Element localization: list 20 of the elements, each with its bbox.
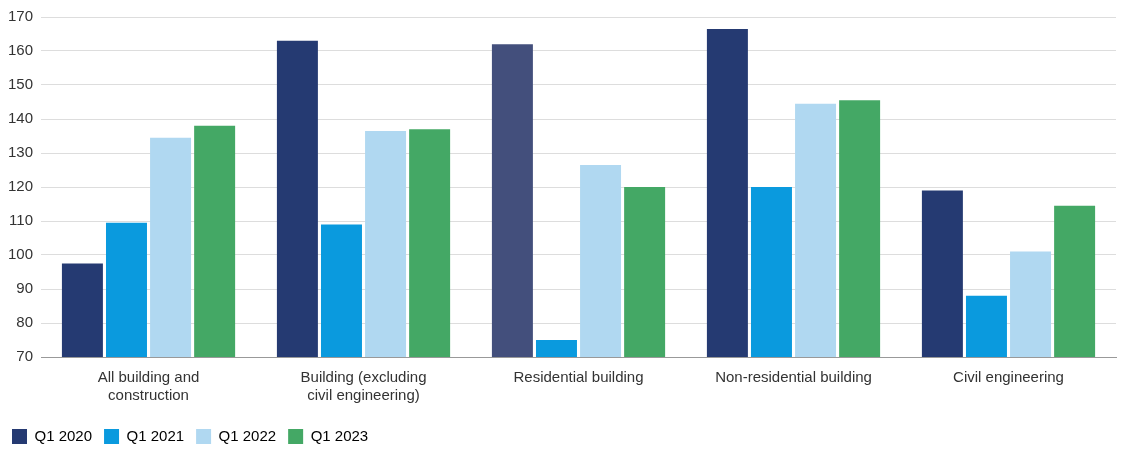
x-tick-label: Building (excluding civil engineering) — [300, 368, 427, 404]
y-tick-label: 120 — [8, 177, 34, 195]
x-tick-label: Residential building — [513, 368, 644, 386]
x-tick-label: Civil engineering — [953, 368, 1064, 386]
y-tick-label: 150 — [8, 75, 34, 93]
y-tick-label: 160 — [8, 41, 34, 59]
x-tick-label: Non-residential building — [715, 368, 872, 386]
y-tick-label: 140 — [8, 109, 34, 127]
y-tick-label: 170 — [8, 7, 34, 25]
y-tick-label: 70 — [16, 347, 34, 365]
x-tick-label: All building and construction — [97, 368, 200, 404]
y-tick-label: 80 — [16, 313, 34, 331]
y-tick-label: 100 — [8, 245, 34, 263]
y-tick-label: 130 — [8, 143, 34, 161]
legend-label: Q1 2023 — [310, 426, 369, 444]
y-tick-label: 110 — [9, 211, 34, 229]
legend-label: Q1 2021 — [126, 426, 185, 444]
legend-label: Q1 2020 — [34, 426, 93, 444]
legend-label: Q1 2022 — [218, 426, 277, 444]
y-tick-label: 90 — [16, 279, 34, 297]
